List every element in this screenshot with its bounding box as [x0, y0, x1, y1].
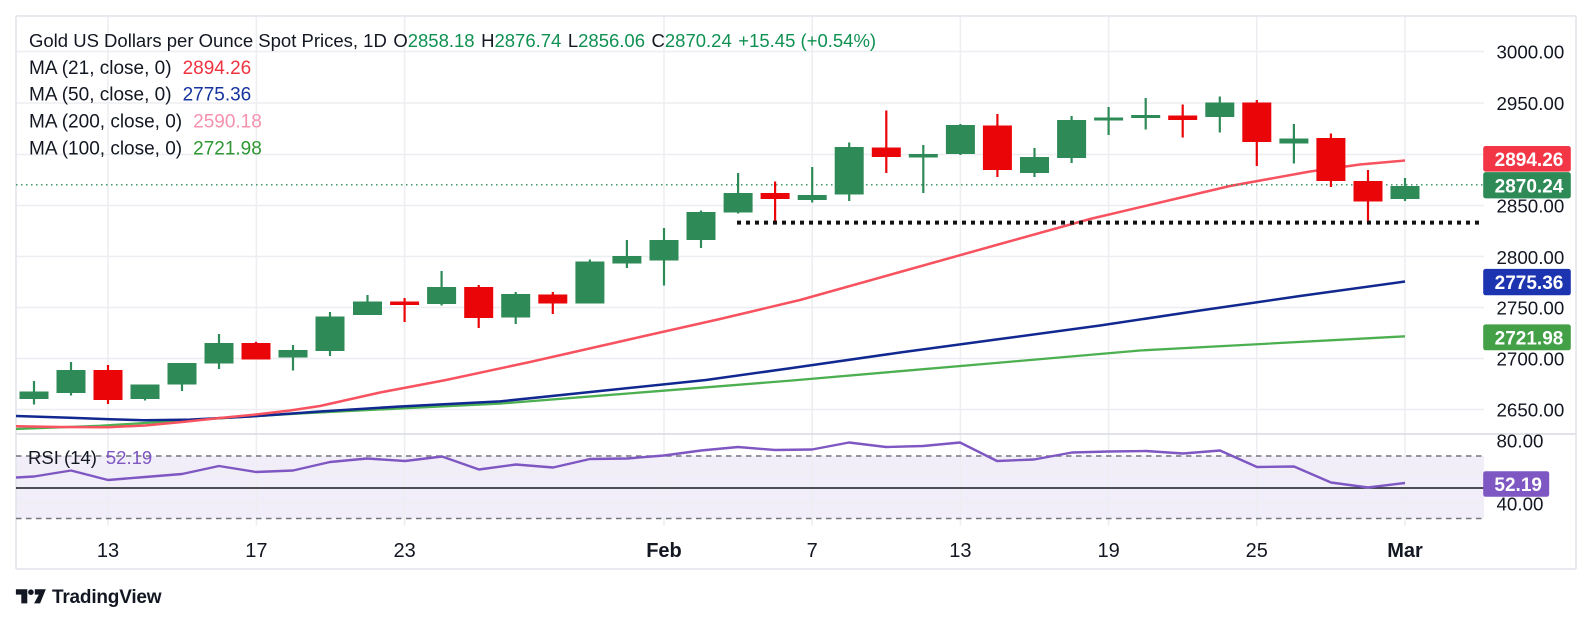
svg-text:RSI (14)52.19: RSI (14) 52.19 — [28, 447, 152, 468]
svg-text:19: 19 — [1097, 540, 1119, 562]
svg-text:7: 7 — [807, 540, 818, 562]
svg-text:2700.00: 2700.00 — [1497, 348, 1565, 369]
svg-text:2950.00: 2950.00 — [1497, 93, 1565, 114]
svg-text:2775.36: 2775.36 — [1495, 273, 1564, 294]
svg-text:17: 17 — [245, 540, 267, 562]
svg-text:Mar: Mar — [1387, 540, 1423, 562]
svg-text:3000.00: 3000.00 — [1497, 42, 1565, 63]
svg-text:25: 25 — [1246, 540, 1268, 562]
svg-text:TradingView: TradingView — [52, 587, 162, 608]
svg-text:13: 13 — [949, 540, 971, 562]
svg-text:MA (50, close, 0)2775.36: MA (50, close, 0) 2775.36 — [29, 85, 251, 106]
svg-text:2870.24: 2870.24 — [1495, 176, 1564, 197]
svg-text:40.00: 40.00 — [1497, 494, 1544, 515]
svg-text:Feb: Feb — [646, 540, 682, 562]
svg-text:2894.26: 2894.26 — [1495, 150, 1564, 171]
svg-text:2721.98: 2721.98 — [1495, 328, 1564, 349]
svg-text:MA (100, close, 0)2721.98: MA (100, close, 0) 2721.98 — [29, 139, 262, 160]
svg-text:80.00: 80.00 — [1497, 431, 1544, 452]
svg-text:Gold US Dollars per Ounce Spot: Gold US Dollars per Ounce Spot Prices, 1… — [29, 30, 876, 51]
svg-text:13: 13 — [97, 540, 119, 562]
svg-text:2800.00: 2800.00 — [1497, 247, 1565, 268]
svg-text:2750.00: 2750.00 — [1497, 298, 1565, 319]
svg-text:52.19: 52.19 — [1494, 475, 1542, 496]
svg-text:MA (21, close, 0)2894.26: MA (21, close, 0) 2894.26 — [29, 58, 251, 79]
svg-text:MA (200, close, 0)2590.18: MA (200, close, 0) 2590.18 — [29, 112, 262, 133]
svg-text:23: 23 — [393, 540, 415, 562]
svg-text:2650.00: 2650.00 — [1497, 399, 1565, 420]
svg-text:2850.00: 2850.00 — [1497, 195, 1565, 216]
